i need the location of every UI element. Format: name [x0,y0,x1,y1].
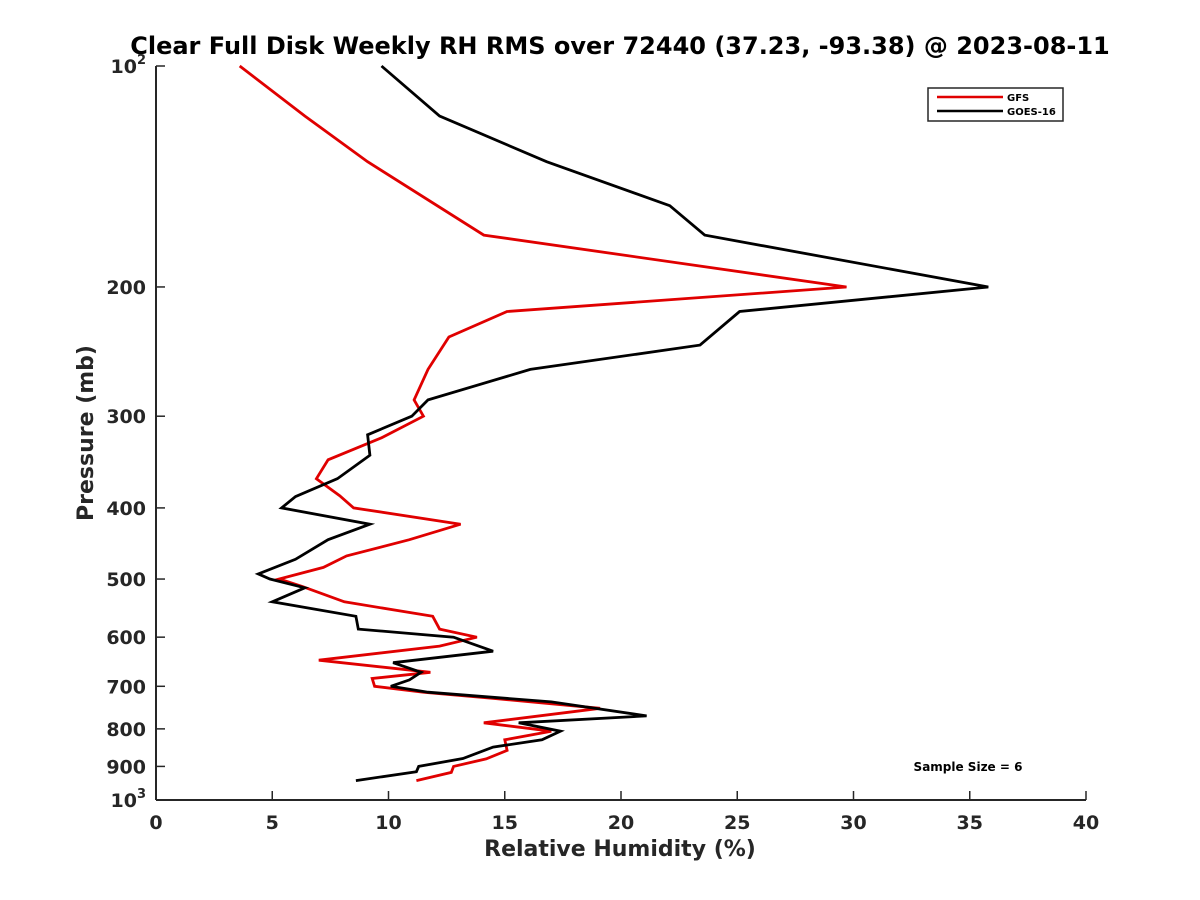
y-tick-label: 400 [106,498,146,520]
plot-area [156,66,1086,800]
x-tick-label: 0 [149,812,162,834]
y-tick-label: 200 [106,277,146,299]
y-tick-label: 600 [106,627,146,649]
y-tick-label: 102 [111,53,147,78]
x-tick-label: 40 [1073,812,1099,834]
legend-label-goes16: GOES-16 [1007,107,1056,118]
series-line-goes16 [254,64,989,782]
series-line-gfs [238,64,847,782]
y-tick-base: 400 [106,498,146,520]
legend-box [927,87,1064,122]
y-axis-label: Pressure (mb) [74,345,99,521]
y-tick-base: 700 [106,676,146,698]
y-tick-label: 900 [106,756,146,778]
y-tick-label: 700 [106,676,146,698]
x-tick-label: 15 [492,812,518,834]
x-tick-label: 10 [375,812,401,834]
y-tick-base: 600 [106,627,146,649]
x-axis-ticks: 0 5 10 15 20 25 30 35 40 [149,791,1099,834]
y-tick-label: 500 [106,569,146,591]
y-tick-base: 10 [111,56,137,78]
y-tick-base: 900 [106,756,146,778]
x-tick-label: 20 [608,812,634,834]
x-tick-label: 5 [266,812,279,834]
y-tick-base: 800 [106,719,146,741]
legend: GFS GOES-16 [927,87,1064,122]
y-tick-label: 103 [111,787,147,812]
y-tick-base: 300 [106,406,146,428]
chart-title: Clear Full Disk Weekly RH RMS over 72440… [130,32,1110,60]
y-tick-label: 800 [106,719,146,741]
x-axis-label: Relative Humidity (%) [484,837,756,862]
y-tick-base: 200 [106,277,146,299]
x-tick-label: 35 [957,812,983,834]
y-tick-base: 10 [111,790,137,812]
y-tick-exponent: 2 [137,53,146,68]
legend-label-gfs: GFS [1007,93,1029,104]
x-tick-label: 30 [840,812,866,834]
y-tick-label: 300 [106,406,146,428]
x-tick-label: 25 [724,812,750,834]
y-tick-exponent: 3 [137,787,146,802]
series-layer [238,64,989,782]
sample-size-annotation: Sample Size = 6 [914,760,1023,774]
y-tick-base: 500 [106,569,146,591]
